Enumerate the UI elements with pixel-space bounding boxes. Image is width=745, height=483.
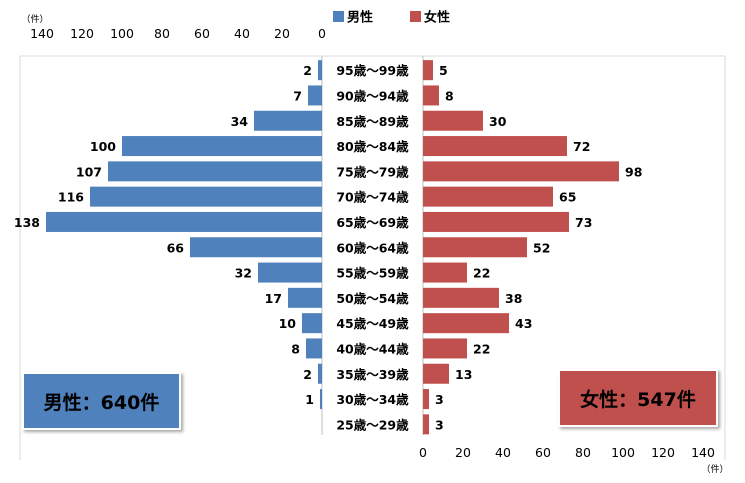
- left-axis-tick-label: 120: [70, 26, 94, 41]
- legend-swatch-male: [333, 11, 344, 22]
- male-bar: [288, 287, 322, 308]
- male-bar: [320, 389, 322, 410]
- category-label: 65歳～69歳: [336, 215, 409, 230]
- female-bar: [423, 110, 483, 131]
- female-value-label: 38: [505, 291, 522, 306]
- category-label: 90歳～94歳: [336, 88, 409, 103]
- category-label: 85歳～89歳: [336, 114, 409, 129]
- category-label: 55歳～59歳: [336, 266, 409, 281]
- right-axis-tick-label: 80: [575, 445, 591, 460]
- category-label: 30歳～34歳: [336, 392, 409, 407]
- female-value-label: 22: [473, 341, 490, 356]
- female-value-label: 72: [573, 139, 590, 154]
- male-total-box: 男性：640件: [22, 372, 181, 430]
- right-axis-tick-label: 40: [495, 445, 511, 460]
- male-bar: [306, 338, 322, 359]
- left-axis-tick-label: 20: [274, 26, 290, 41]
- female-value-label: 13: [455, 367, 472, 382]
- female-bar: [423, 186, 553, 207]
- female-bar: [423, 161, 619, 182]
- female-total-box: 女性：547件: [558, 369, 718, 427]
- left-axis-tick-label: 80: [154, 26, 170, 41]
- male-value-label: 138: [14, 215, 40, 230]
- male-value-label: 34: [231, 114, 249, 129]
- female-value-label: 3: [435, 417, 444, 432]
- category-label: 25歳～29歳: [336, 417, 409, 432]
- male-bar: [302, 313, 322, 334]
- male-value-label: 10: [279, 316, 297, 331]
- female-value-label: 65: [559, 190, 576, 205]
- female-value-label: 5: [439, 63, 448, 78]
- left-axis-unit: （件）: [21, 13, 48, 25]
- male-value-label: 116: [58, 190, 84, 205]
- male-value-label: 100: [90, 139, 116, 154]
- legend-label-female: 女性: [424, 10, 450, 26]
- right-axis-unit: （件）: [701, 463, 728, 475]
- female-bar: [423, 85, 439, 106]
- male-value-label: 107: [76, 164, 102, 179]
- female-bar: [423, 60, 433, 81]
- female-value-label: 3: [435, 392, 444, 407]
- male-bar: [308, 85, 322, 106]
- legend-swatch-female: [410, 11, 421, 22]
- left-axis-tick-label: 140: [30, 26, 54, 41]
- female-bar: [423, 287, 499, 308]
- male-bar: [254, 110, 322, 131]
- female-value-label: 52: [533, 240, 550, 255]
- female-bar: [423, 262, 467, 283]
- female-bar: [423, 136, 567, 157]
- right-axis-tick-label: 20: [455, 445, 471, 460]
- right-axis-tick-label: 0: [419, 445, 427, 460]
- male-value-label: 66: [167, 240, 185, 255]
- legend-label-male: 男性: [347, 10, 373, 26]
- male-bar: [318, 60, 322, 81]
- right-axis-tick-label: 100: [611, 445, 635, 460]
- category-label: 60歳～64歳: [336, 240, 409, 255]
- female-value-label: 43: [515, 316, 532, 331]
- male-value-label: 17: [265, 291, 282, 306]
- male-value-label: 1: [305, 392, 314, 407]
- left-axis-tick-label: 40: [234, 26, 250, 41]
- category-label: 35歳～39歳: [336, 367, 409, 382]
- female-bar: [423, 338, 467, 359]
- male-bar: [258, 262, 322, 283]
- left-axis-tick-label: 60: [194, 26, 210, 41]
- female-value-label: 73: [575, 215, 592, 230]
- male-value-label: 8: [291, 341, 300, 356]
- left-axis-tick-label: 100: [110, 26, 134, 41]
- right-axis-tick-label: 60: [535, 445, 551, 460]
- male-bar: [122, 136, 322, 157]
- male-value-label: 2: [303, 367, 312, 382]
- female-value-label: 30: [489, 114, 507, 129]
- category-label: 70歳～74歳: [336, 190, 409, 205]
- right-axis-tick-label: 120: [651, 445, 675, 460]
- male-bar: [90, 186, 322, 207]
- female-bar: [423, 389, 429, 410]
- male-bar: [46, 211, 322, 232]
- female-value-label: 8: [445, 88, 454, 103]
- female-value-label: 98: [625, 164, 642, 179]
- category-label: 45歳～49歳: [336, 316, 409, 331]
- male-bar: [108, 161, 322, 182]
- category-label: 75歳～79歳: [336, 164, 409, 179]
- male-bar: [190, 237, 322, 258]
- category-label: 50歳～54歳: [336, 291, 409, 306]
- category-label: 40歳～44歳: [336, 341, 409, 356]
- right-axis-tick-label: 140: [691, 445, 715, 460]
- male-bar: [318, 363, 322, 384]
- male-value-label: 32: [235, 266, 252, 281]
- female-value-label: 22: [473, 266, 490, 281]
- category-label: 80歳～84歳: [336, 139, 409, 154]
- female-bar: [423, 363, 449, 384]
- female-bar: [423, 211, 569, 232]
- female-bar: [423, 237, 527, 258]
- female-bar: [423, 313, 509, 334]
- female-bar: [423, 414, 429, 435]
- left-axis-tick-label: 0: [318, 26, 326, 41]
- male-value-label: 7: [293, 88, 302, 103]
- category-label: 95歳～99歳: [336, 63, 409, 78]
- male-value-label: 2: [303, 63, 312, 78]
